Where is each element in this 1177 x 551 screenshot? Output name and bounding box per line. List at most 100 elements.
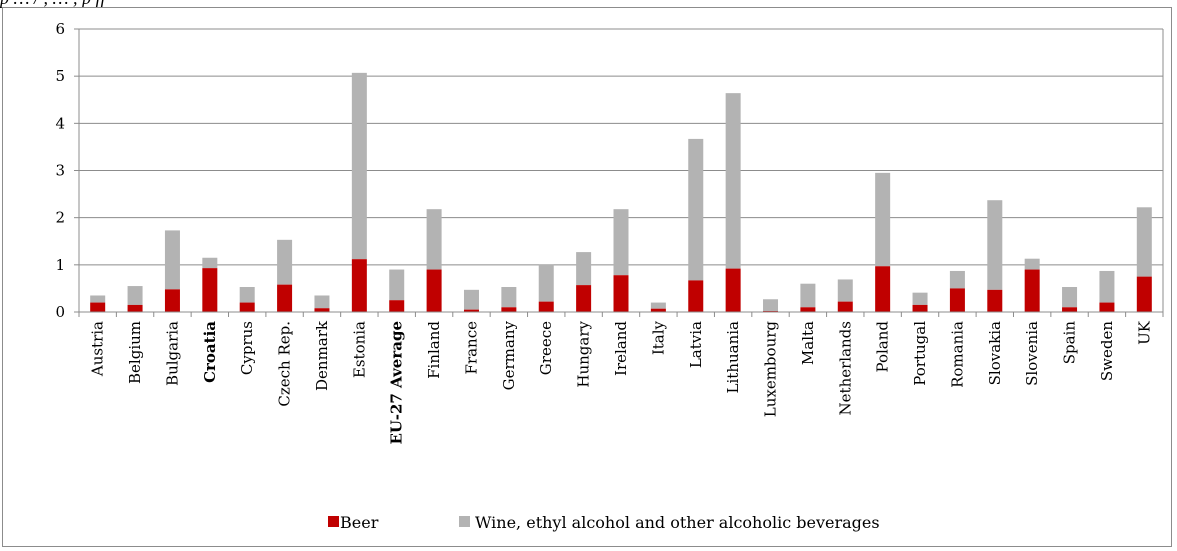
bar-beer xyxy=(949,288,965,312)
bar-beer xyxy=(837,301,853,312)
x-category-label: Portugal xyxy=(911,321,929,386)
bar-beer xyxy=(164,289,180,312)
bar-wine-spirits xyxy=(949,270,965,289)
bar-beer xyxy=(912,304,928,312)
bar-beer xyxy=(1099,302,1115,312)
bar-beer xyxy=(1136,276,1152,312)
x-category-label: Finland xyxy=(425,321,443,379)
x-category-label: Croatia xyxy=(201,321,219,383)
bar-wine-spirits xyxy=(463,289,479,310)
bar-wine-spirits xyxy=(538,264,554,302)
x-category-label: Greece xyxy=(537,321,555,375)
x-category-label: Slovenia xyxy=(1023,321,1041,386)
legend-swatch-beer xyxy=(328,516,339,527)
bar-wine-spirits xyxy=(1062,287,1078,308)
y-tick-label: 4 xyxy=(55,114,65,132)
bar-beer xyxy=(389,300,405,312)
y-tick-label: 3 xyxy=(55,162,65,180)
legend-swatch-wine-spirits xyxy=(459,516,470,527)
x-axis: Austria Belgium Bulgaria Croatia Cyprus Czech… xyxy=(78,311,1164,445)
y-tick-label: 2 xyxy=(55,209,65,227)
x-category-label: Netherlands xyxy=(836,321,854,415)
bar-beer xyxy=(613,275,629,312)
bars xyxy=(90,72,1152,312)
x-category-label: Latvia xyxy=(687,321,705,368)
bar-wine-spirits xyxy=(164,230,180,290)
bar-wine-spirits xyxy=(389,269,405,301)
bar-wine-spirits xyxy=(688,138,704,281)
bar-beer xyxy=(351,259,367,312)
y-axis: 0 1 2 3 4 5 6 xyxy=(55,20,1164,321)
x-category-label: Italy xyxy=(649,320,667,355)
x-category-label: Cyprus xyxy=(238,321,256,375)
bar-beer xyxy=(426,269,442,312)
legend-label-wine-spirits: Wine, ethyl alcohol and other alcoholic … xyxy=(475,513,880,532)
bar-beer xyxy=(239,302,255,312)
bar-wine-spirits xyxy=(90,295,106,303)
bar-wine-spirits xyxy=(725,93,741,269)
legend: Beer Wine, ethyl alcohol and other alcoho… xyxy=(328,513,880,532)
bar-beer xyxy=(688,280,704,312)
bar-wine-spirits xyxy=(650,302,666,309)
bar-beer xyxy=(538,301,554,312)
x-category-label: Romania xyxy=(948,321,966,388)
bar-wine-spirits xyxy=(351,72,367,260)
bar-beer xyxy=(314,308,330,312)
x-category-label: Estonia xyxy=(350,321,368,378)
bar-beer xyxy=(725,268,741,312)
bar-wine-spirits xyxy=(1099,270,1115,303)
bar-beer xyxy=(650,308,666,312)
bar-wine-spirits xyxy=(613,209,629,276)
bar-wine-spirits xyxy=(501,287,517,308)
bar-beer xyxy=(576,285,592,312)
bar-beer xyxy=(90,302,106,312)
bar-wine-spirits xyxy=(1136,207,1152,277)
bar-wine-spirits xyxy=(875,172,891,267)
bar-beer xyxy=(501,307,517,312)
x-category-label: Austria xyxy=(89,321,107,377)
x-category-label: Czech Rep. xyxy=(276,321,294,407)
bar-wine-spirits xyxy=(763,299,779,312)
bar-wine-spirits xyxy=(576,252,592,286)
x-category-label: Spain xyxy=(1061,321,1079,365)
bar-beer xyxy=(202,268,218,312)
y-tick-label: 0 xyxy=(55,303,65,321)
y-tick-label: 5 xyxy=(55,67,65,85)
x-category-label: Lithuania xyxy=(724,321,742,394)
x-category-label: UK xyxy=(1135,320,1153,345)
bar-beer xyxy=(987,289,1003,312)
y-tick-label: 1 xyxy=(55,256,65,274)
bar-wine-spirits xyxy=(800,283,816,308)
x-category-label: Bulgaria xyxy=(163,321,181,386)
bar-wine-spirits xyxy=(912,292,928,305)
x-category-label: France xyxy=(462,321,480,375)
x-category-label: Poland xyxy=(874,321,892,373)
x-category-label: Belgium xyxy=(126,321,144,384)
x-category-label: Ireland xyxy=(612,321,630,376)
bar-wine-spirits xyxy=(127,286,143,305)
x-category-label: Malta xyxy=(799,321,817,365)
x-category-label: Germany xyxy=(500,320,518,390)
bar-beer xyxy=(277,284,293,312)
bar-wine-spirits xyxy=(239,287,255,303)
bar-beer xyxy=(1024,269,1040,312)
bar-wine-spirits xyxy=(987,200,1003,290)
bar-beer xyxy=(463,309,479,312)
x-category-label: Sweden xyxy=(1098,321,1116,381)
bar-wine-spirits xyxy=(202,257,218,269)
bar-beer xyxy=(1062,307,1078,312)
bar-wine-spirits xyxy=(1024,258,1040,270)
bar-beer xyxy=(800,307,816,312)
x-category-label: Hungary xyxy=(575,320,593,387)
bar-wine-spirits xyxy=(837,279,853,302)
bar-wine-spirits xyxy=(277,239,293,285)
y-tick-label: 6 xyxy=(55,20,65,38)
x-category-label: Denmark xyxy=(313,320,331,391)
x-category-label: Slovakia xyxy=(986,321,1004,385)
bar-beer xyxy=(875,266,891,312)
x-category-label: Luxembourg xyxy=(762,321,780,418)
chart-caption: p … / , … , p ff xyxy=(0,0,1177,8)
bar-beer xyxy=(127,304,143,312)
bar-wine-spirits xyxy=(426,209,442,270)
